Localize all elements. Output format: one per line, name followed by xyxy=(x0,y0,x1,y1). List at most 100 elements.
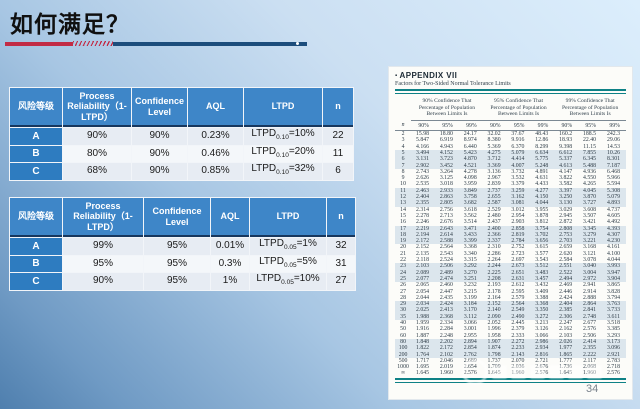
factor-cell: 2.089 xyxy=(411,269,436,276)
factor-cell: 1.645 xyxy=(415,370,430,377)
factor-cell: 2.506 xyxy=(435,263,459,270)
factor-cell: 3.259 xyxy=(506,187,531,195)
n-cell: 15 xyxy=(400,212,406,219)
appendix-bottom-rule xyxy=(395,377,626,383)
n-cell: 1000 xyxy=(397,364,409,371)
factor-cell: 3.733 xyxy=(602,307,626,314)
table-row: A 90% 90% 0.23% LTPD0.10=10% 22 xyxy=(10,128,353,145)
factor-cell: 1.865 xyxy=(554,351,579,358)
factor-cell: 3.512 xyxy=(530,263,555,270)
factor-cell: 3.433 xyxy=(458,231,483,239)
factor-cell: 4.737 xyxy=(606,206,620,213)
column-header: 风险等级 xyxy=(10,198,62,238)
table-row: 29 2.034 2.424 3.184 2.152 2.564 3.368 2.404 2.8… xyxy=(395,301,626,308)
n-cell: 8 xyxy=(401,168,405,175)
n-cell: 2 xyxy=(401,131,405,138)
table-row: 6 3.131 3.723 4.870 3.712 4.414 5.775 5.337 6.34… xyxy=(395,156,626,163)
table-row: 2 15.98 18.80 24.17 32.02 37.67 48.43 160.2 188.… xyxy=(395,131,626,138)
factor-cell: 2.065 xyxy=(415,282,430,289)
risk-level-cell: C xyxy=(10,163,62,180)
factor-cell: 4.230 xyxy=(602,238,626,245)
factor-cell: 2.264 xyxy=(487,257,501,264)
factor-cell: 2.703 xyxy=(554,238,579,245)
factor-cell: 5.594 xyxy=(606,181,620,188)
factor-cell: 2.752 xyxy=(511,244,525,251)
factor-cell: 2.743 xyxy=(415,168,430,175)
n-cell: 18 xyxy=(395,231,412,239)
factor-cell: 8.974 xyxy=(463,137,477,144)
factor-cell: 1.645 xyxy=(559,370,573,377)
table-row: 14 2.314 2.756 3.618 2.529 3.012 3.955 3.029 3.6… xyxy=(395,207,626,213)
factor-cell: 3.723 xyxy=(435,156,459,163)
factor-cell: 2.864 xyxy=(578,301,603,308)
factor-cell: 3.018 xyxy=(439,181,453,188)
value-cell: 0.23% xyxy=(188,128,243,145)
table-row: 19 2.172 2.588 3.399 2.337 2.784 3.656 2.703 3.2… xyxy=(395,238,626,245)
factor-cell: 2.576 xyxy=(535,370,549,377)
factor-cell: 6.370 xyxy=(511,143,525,150)
factor-cell: 4.150 xyxy=(530,194,555,201)
factor-cell: 2.506 xyxy=(582,332,597,339)
factor-cell: 3.543 xyxy=(535,257,549,264)
factor-cell: 2.713 xyxy=(439,212,453,219)
n-cell: 35 xyxy=(395,313,412,321)
table-row: C 90% 95% 1% LTPD0.05=10% 27 xyxy=(10,273,355,290)
n-cell: 26 xyxy=(400,282,406,289)
factor-cell: 3.822 xyxy=(559,175,573,182)
factor-cell: 242.3 xyxy=(606,131,620,138)
factor-cell: 2.934 xyxy=(530,345,555,352)
factor-cell: 3.066 xyxy=(535,332,549,339)
table-row: 24 2.089 2.489 3.270 2.225 2.651 3.483 2.522 3.0… xyxy=(395,269,626,276)
factor-cell: 2.447 xyxy=(439,288,453,295)
factor-cell: 2.413 xyxy=(435,307,459,314)
factor-cell: 4.044 xyxy=(530,200,555,207)
factor-cell: 2.584 xyxy=(559,257,573,264)
factor-cell: 3.221 xyxy=(578,238,603,245)
factor-cell: 3.251 xyxy=(458,275,483,283)
factor-cell: 2.019 xyxy=(439,364,453,371)
column-header: 90% xyxy=(554,120,579,132)
factor-cell: 2.954 xyxy=(511,212,525,219)
factor-cell: 8.380 xyxy=(487,137,501,144)
n-cell: 100 xyxy=(395,345,412,352)
factor-cell: 3.452 xyxy=(435,162,459,169)
factor-cell: 2.172 xyxy=(411,238,436,245)
n-cell: 50 xyxy=(400,326,406,333)
factor-cell: 4.893 xyxy=(602,200,626,207)
header-row: 风险等级 Process Reliability（1-LTPD） Confidenc… xyxy=(10,198,355,238)
factor-cell: 4.943 xyxy=(439,143,453,150)
factor-cell: 9.398 xyxy=(559,143,573,150)
column-header-row: n 90% 95% 99% 90% 95% 99% 90% 95% 99% xyxy=(395,120,626,132)
factor-cell: 3.754 xyxy=(530,225,555,232)
factor-cell: 2.460 xyxy=(439,282,453,289)
factor-cell: 3.615 xyxy=(535,244,549,251)
table-row: 12 2.404 2.863 3.758 2.655 3.162 4.150 3.250 3.8… xyxy=(395,194,626,201)
factor-cell: 3.040 xyxy=(578,263,603,270)
factor-cell: 2.222 xyxy=(578,351,603,358)
factor-cell: 12.86 xyxy=(535,137,549,144)
factor-cell: 2.026 xyxy=(554,338,579,346)
value-cell: 95% xyxy=(144,255,210,273)
n-cell: 11 xyxy=(395,187,412,195)
factor-cell: 2.103 xyxy=(559,332,573,339)
table-row: 20 2.152 2.564 3.368 2.310 2.752 3.615 2.659 3.1… xyxy=(395,244,626,250)
factor-cell: 2.631 xyxy=(506,275,531,283)
appendix-subtitle: Factors for Two-Sided Normal Tolerance L… xyxy=(395,81,511,87)
factor-cell: 4.433 xyxy=(535,181,549,188)
factor-cell: 2.676 xyxy=(535,364,549,371)
factor-cell: 2.872 xyxy=(559,219,573,226)
spacer-cell xyxy=(395,96,411,121)
factor-cell: 4.605 xyxy=(606,212,620,219)
factor-cell: 2.535 xyxy=(415,181,430,188)
factor-cell: 4.277 xyxy=(530,187,555,195)
n-cell: 6 xyxy=(395,156,412,163)
table-row: 13 2.355 2.805 3.682 2.587 3.081 4.044 3.130 3.7… xyxy=(395,200,626,207)
column-header: Process Reliability（1-LTPD） xyxy=(63,88,131,128)
factor-cell: 3.272 xyxy=(530,313,555,321)
value-cell: 0.85% xyxy=(188,163,243,180)
factor-cell: 8.301 xyxy=(602,156,626,163)
table-row: B 80% 90% 0.46% LTPD0.10=20% 11 xyxy=(10,145,353,163)
factor-cell: 5.369 xyxy=(487,143,501,150)
factor-cell: 2.334 xyxy=(439,320,453,327)
factor-cell: 3.514 xyxy=(463,219,477,226)
